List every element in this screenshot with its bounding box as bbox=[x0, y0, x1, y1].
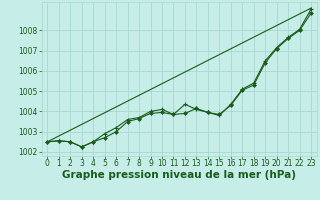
X-axis label: Graphe pression niveau de la mer (hPa): Graphe pression niveau de la mer (hPa) bbox=[62, 170, 296, 180]
